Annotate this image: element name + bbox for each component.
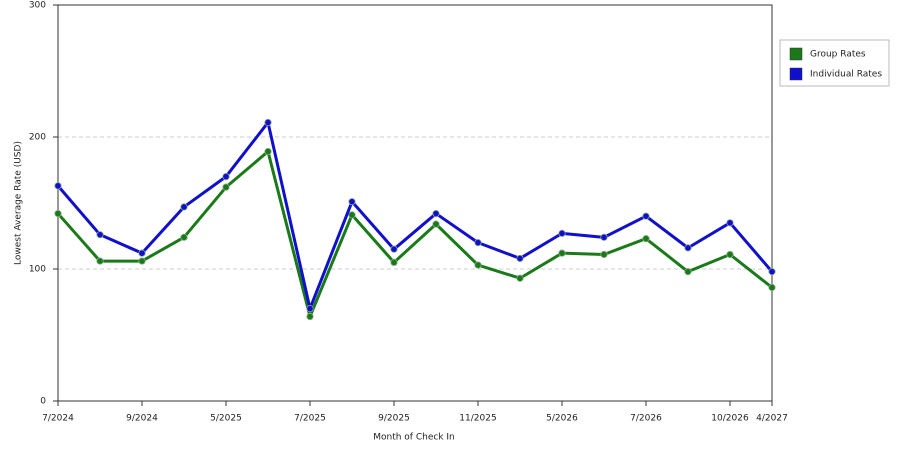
data-point	[138, 257, 146, 265]
data-point	[474, 261, 482, 269]
data-point	[222, 173, 230, 181]
x-tick-label: 10/2026	[711, 414, 749, 424]
x-tick-label: 7/2024	[42, 414, 74, 424]
data-point	[180, 233, 188, 241]
y-axis-title: Lowest Average Rate (USD)	[14, 141, 24, 265]
data-point	[96, 231, 104, 239]
x-tick-label: 7/2025	[294, 414, 326, 424]
x-tick-label: 5/2025	[210, 414, 242, 424]
data-point	[306, 304, 314, 313]
data-point	[726, 219, 734, 227]
x-tick-label: 11/2025	[459, 414, 496, 424]
data-point	[726, 250, 734, 259]
data-point	[264, 147, 272, 156]
data-point	[684, 268, 692, 276]
series-line	[56, 150, 773, 319]
data-point	[96, 257, 104, 265]
data-point	[642, 235, 650, 243]
data-point	[768, 283, 776, 292]
data-point	[768, 268, 776, 276]
x-tick-label: 7/2026	[630, 414, 662, 424]
data-point	[516, 274, 524, 282]
data-point	[390, 258, 398, 266]
data-point	[54, 209, 62, 218]
data-point	[306, 312, 314, 321]
data-point	[600, 250, 608, 259]
x-tick-label: 5/2026	[546, 414, 578, 424]
data-point	[684, 244, 692, 252]
data-point	[432, 220, 440, 228]
data-point	[264, 118, 272, 127]
x-axis-title: Month of Check In	[373, 433, 455, 443]
data-point	[54, 182, 62, 190]
data-point	[138, 249, 146, 257]
data-point	[432, 209, 440, 218]
data-point	[600, 233, 608, 241]
y-tick-label: 0	[40, 397, 46, 407]
data-point	[474, 239, 482, 247]
y-tick-label: 300	[29, 1, 46, 11]
legend-swatch	[789, 47, 803, 61]
x-tick-label: 9/2025	[378, 414, 410, 424]
data-point	[390, 245, 398, 253]
series-line	[56, 120, 774, 311]
data-point	[348, 211, 356, 219]
data-point	[222, 183, 230, 191]
data-point	[642, 212, 650, 220]
data-point	[558, 249, 566, 257]
y-tick-label: 100	[29, 265, 46, 275]
x-tick-label: 4/2027	[756, 414, 788, 424]
legend-swatch	[789, 67, 803, 81]
data-point	[558, 229, 566, 237]
legend-label: Individual Rates	[810, 70, 882, 80]
plot-frame	[57, 4, 773, 402]
data-point	[516, 254, 524, 263]
data-point	[348, 198, 356, 206]
legend-label: Group Rates	[810, 50, 866, 60]
data-point	[180, 203, 188, 211]
y-tick-label: 200	[29, 133, 46, 143]
x-tick-label: 9/2024	[126, 414, 158, 424]
